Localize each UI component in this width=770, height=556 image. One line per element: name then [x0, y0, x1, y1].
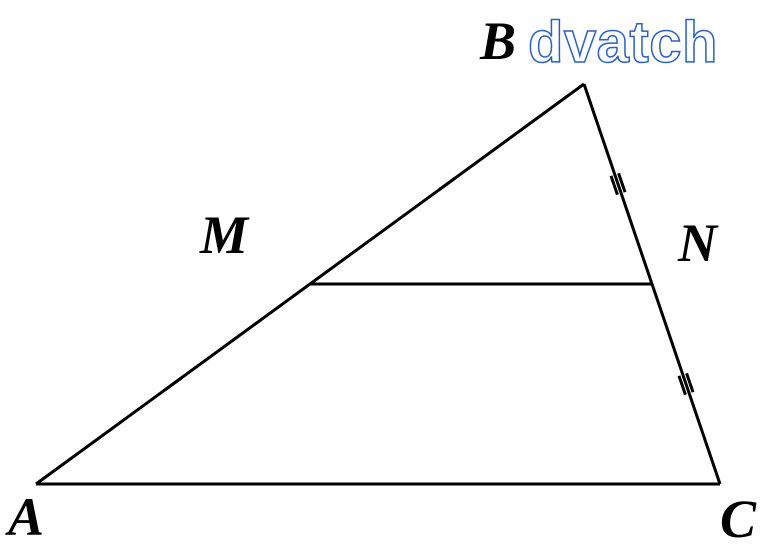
triangle-svg — [0, 0, 770, 556]
tick-MB — [439, 178, 455, 190]
watermark-text: dvatch — [528, 14, 718, 72]
label-N: N — [678, 216, 717, 270]
tick-AM — [165, 378, 181, 390]
diagram-canvas: A B C M N dvatch — [0, 0, 770, 556]
label-A: A — [8, 490, 44, 544]
label-C: C — [720, 492, 756, 546]
label-B: B — [480, 14, 516, 68]
label-M: M — [200, 208, 248, 262]
